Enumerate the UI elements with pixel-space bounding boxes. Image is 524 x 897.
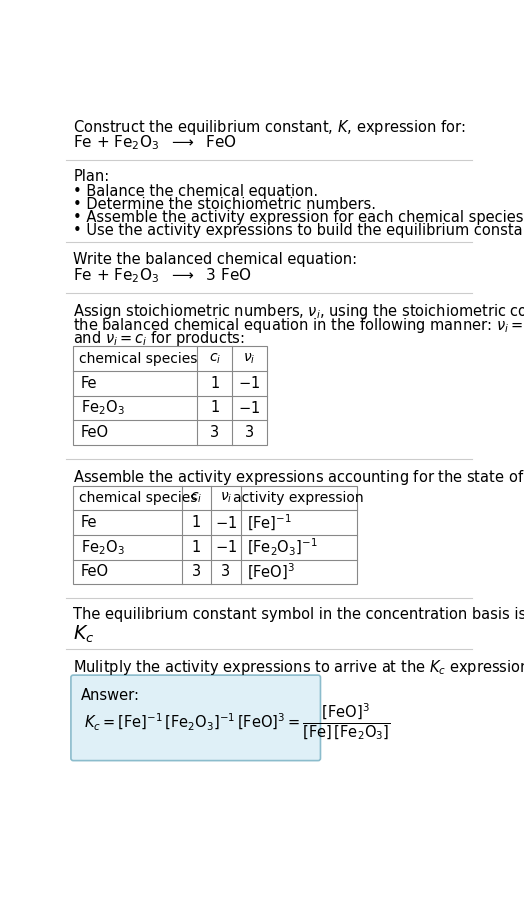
Text: Fe: Fe <box>81 376 97 391</box>
Text: [Fe$_2$O$_3$]$^{-1}$: [Fe$_2$O$_3$]$^{-1}$ <box>247 536 318 558</box>
Text: the balanced chemical equation in the following manner: $\nu_i = -c_i$ for react: the balanced chemical equation in the fo… <box>73 316 524 335</box>
Text: $c_i$: $c_i$ <box>209 352 221 366</box>
Text: $-1$: $-1$ <box>215 515 237 531</box>
Text: Write the balanced chemical equation:: Write the balanced chemical equation: <box>73 252 357 266</box>
Text: • Balance the chemical equation.: • Balance the chemical equation. <box>73 184 319 199</box>
Text: $-1$: $-1$ <box>215 539 237 555</box>
Text: chemical species: chemical species <box>80 491 198 505</box>
Text: 3: 3 <box>245 425 254 440</box>
Text: 3: 3 <box>210 425 219 440</box>
Text: Plan:: Plan: <box>73 170 110 184</box>
Text: chemical species: chemical species <box>80 352 198 366</box>
Text: Assign stoichiometric numbers, $\nu_i$, using the stoichiometric coefficients, $: Assign stoichiometric numbers, $\nu_i$, … <box>73 302 524 321</box>
Bar <box>73 346 267 445</box>
Text: Answer:: Answer: <box>81 688 140 703</box>
Text: [FeO]$^3$: [FeO]$^3$ <box>247 562 294 582</box>
Text: and $\nu_i = c_i$ for products:: and $\nu_i = c_i$ for products: <box>73 328 245 348</box>
Text: • Use the activity expressions to build the equilibrium constant expression.: • Use the activity expressions to build … <box>73 223 524 238</box>
Text: Construct the equilibrium constant, $K$, expression for:: Construct the equilibrium constant, $K$,… <box>73 118 466 137</box>
Text: Fe: Fe <box>81 515 97 530</box>
Text: Mulitply the activity expressions to arrive at the $K_c$ expression:: Mulitply the activity expressions to arr… <box>73 658 524 677</box>
Text: The equilibrium constant symbol in the concentration basis is:: The equilibrium constant symbol in the c… <box>73 607 524 623</box>
Text: Fe$_2$O$_3$: Fe$_2$O$_3$ <box>81 538 125 557</box>
Text: FeO: FeO <box>81 425 109 440</box>
Text: • Assemble the activity expression for each chemical species.: • Assemble the activity expression for e… <box>73 210 524 225</box>
Text: 3: 3 <box>221 564 231 579</box>
Text: Fe$_2$O$_3$: Fe$_2$O$_3$ <box>81 398 125 417</box>
Text: 1: 1 <box>210 376 220 391</box>
Text: $K_c = [\mathrm{Fe}]^{-1}\,[\mathrm{Fe_2O_3}]^{-1}\,[\mathrm{FeO}]^3 = \dfrac{[\: $K_c = [\mathrm{Fe}]^{-1}\,[\mathrm{Fe_2… <box>84 701 390 743</box>
Text: • Determine the stoichiometric numbers.: • Determine the stoichiometric numbers. <box>73 197 376 212</box>
Text: FeO: FeO <box>81 564 109 579</box>
Text: 1: 1 <box>192 540 201 555</box>
Text: $K_c$: $K_c$ <box>73 623 94 645</box>
Text: 1: 1 <box>192 515 201 530</box>
Text: Fe + Fe$_2$O$_3$  $\longrightarrow$  FeO: Fe + Fe$_2$O$_3$ $\longrightarrow$ FeO <box>73 133 237 152</box>
FancyBboxPatch shape <box>71 675 321 761</box>
Text: activity expression: activity expression <box>234 491 364 505</box>
Text: $\nu_i$: $\nu_i$ <box>220 491 232 505</box>
Text: Assemble the activity expressions accounting for the state of matter and $\nu_i$: Assemble the activity expressions accoun… <box>73 468 524 487</box>
Bar <box>73 485 357 584</box>
Text: 3: 3 <box>192 564 201 579</box>
Text: Fe + Fe$_2$O$_3$  $\longrightarrow$  3 FeO: Fe + Fe$_2$O$_3$ $\longrightarrow$ 3 FeO <box>73 266 252 285</box>
Text: $-1$: $-1$ <box>238 375 260 391</box>
Text: 1: 1 <box>210 400 220 415</box>
Text: $c_i$: $c_i$ <box>190 491 203 505</box>
Text: $-1$: $-1$ <box>238 400 260 416</box>
Text: [Fe]$^{-1}$: [Fe]$^{-1}$ <box>247 512 292 533</box>
Text: $\nu_i$: $\nu_i$ <box>243 352 256 366</box>
